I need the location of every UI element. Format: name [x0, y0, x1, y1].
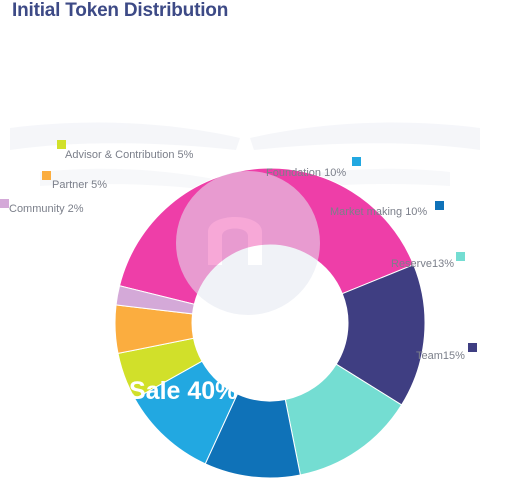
- legend-label-market-making: Market making 10%: [330, 206, 427, 218]
- legend-swatch-reserve: [456, 252, 465, 261]
- watermark-logo: [10, 122, 480, 192]
- legend-swatch-market-making: [435, 201, 444, 210]
- legend-swatch-community: [0, 199, 9, 208]
- data-label-sale: Sale 40%: [129, 377, 237, 405]
- legend-label-foundation: Foundation 10%: [266, 167, 346, 179]
- legend-label-community: Community 2%: [9, 203, 84, 215]
- legend-swatch-team: [468, 343, 477, 352]
- legend-label-reserve: Reserve13%: [391, 258, 454, 270]
- legend-label-advisor-contribution: Advisor & Contribution 5%: [65, 149, 194, 161]
- watermark-center: [176, 171, 320, 315]
- legend-swatch-partner: [42, 171, 51, 180]
- chart-title: Initial Token Distribution: [12, 0, 229, 21]
- legend-label-team: Team15%: [416, 350, 465, 362]
- legend-label-partner: Partner 5%: [52, 179, 107, 191]
- legend: Team15% Reserve13% Market making 10% Founda…: [0, 140, 477, 362]
- legend-swatch-advisor-contribution: [57, 140, 66, 149]
- legend-swatch-foundation: [352, 157, 361, 166]
